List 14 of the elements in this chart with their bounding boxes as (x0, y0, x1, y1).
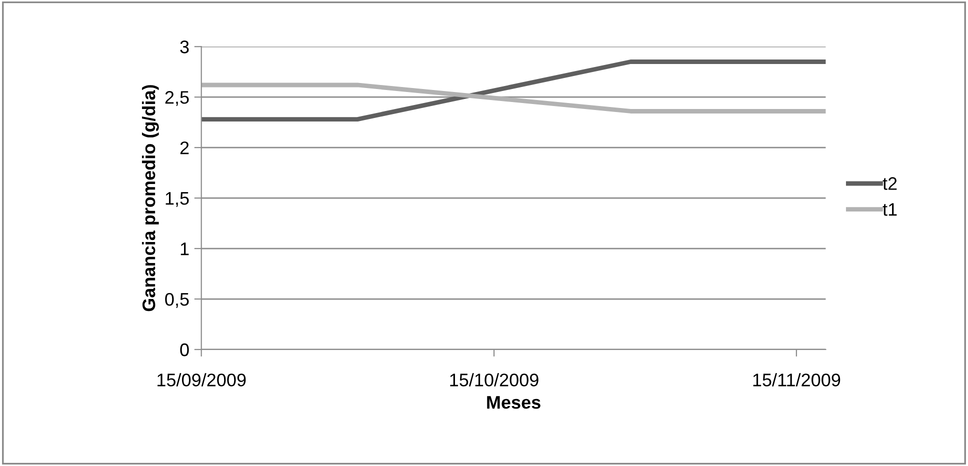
x-axis-title: Meses (487, 396, 540, 409)
y-axis-title: Ganancia promedio (g/dia) (142, 85, 159, 312)
y-tick-label: 3 (180, 40, 189, 54)
legend-label: t1 (882, 203, 897, 216)
y-tick-label: 1 (180, 242, 189, 256)
x-tick-label: 15/10/2009 (450, 373, 538, 386)
y-tick-label: 2 (180, 142, 189, 154)
x-tick-label: 15/11/2009 (753, 373, 840, 386)
y-tick-label: 0,5 (165, 292, 189, 308)
y-tick-label: 0 (180, 343, 189, 356)
y-tick-label: 2,5 (165, 91, 189, 106)
legend-label: t2 (882, 177, 897, 190)
x-tick-label: 15/09/2009 (158, 373, 246, 386)
y-tick-label: 1,5 (166, 192, 189, 207)
